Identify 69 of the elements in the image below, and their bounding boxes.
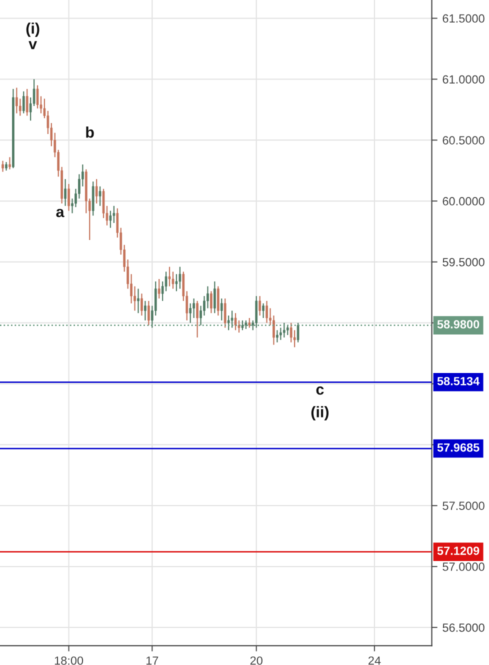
ref-line-label: 58.5134: [437, 376, 480, 386]
ref-line-label: 57.9685: [437, 443, 480, 452]
y-tick-label: 61.5000: [442, 14, 484, 23]
candlestick: [16, 87, 18, 114]
candlestick: [22, 90, 25, 114]
candlestick: [214, 280, 216, 314]
y-tick-label: 60.5000: [442, 136, 484, 144]
candlestick: [230, 310, 234, 328]
x-tick-label: 18:00: [54, 656, 84, 665]
candlestick: [280, 327, 282, 340]
candlestick: [148, 300, 150, 326]
candlestick: [258, 296, 261, 316]
candlestick: [64, 178, 66, 206]
candlestick: [144, 300, 146, 321]
candlestick: [248, 317, 251, 328]
candlestick: [158, 278, 160, 300]
x-tick-label: 20: [250, 656, 262, 665]
candlestick: [196, 300, 198, 338]
candlestick: [175, 274, 178, 292]
annotation: (i): [26, 22, 40, 37]
annotation: a: [56, 208, 64, 218]
candlestick: [140, 293, 143, 316]
candlestick: [296, 322, 300, 343]
candlestick: [216, 286, 220, 316]
candlestick: [168, 266, 171, 287]
candlestick: [192, 298, 195, 319]
candlestick: [154, 280, 157, 316]
annotation: v: [28, 41, 37, 50]
y-tick-label: 57.5000: [442, 502, 484, 510]
candlestick: [172, 271, 174, 290]
candlestick: [137, 288, 140, 314]
candlestick: [286, 324, 289, 336]
candlestick: [109, 210, 112, 228]
candlestick: [164, 271, 168, 292]
candlestick: [241, 320, 244, 331]
candlestick: [224, 298, 226, 328]
candlestick: [26, 88, 28, 116]
x-tick-label: 17: [146, 656, 158, 665]
y-tick-label: 57.0000: [442, 562, 484, 571]
candlestick: [234, 312, 237, 331]
candlestick: [2, 160, 4, 172]
candlestick: [220, 298, 223, 321]
y-tick-label: 56.5000: [442, 623, 484, 632]
candlestick: [290, 322, 292, 343]
candlestick: [282, 322, 286, 338]
candlestick: [255, 296, 258, 328]
candlestick: [227, 314, 230, 331]
candlestick: [262, 302, 264, 319]
candlestick: [18, 98, 22, 116]
x-tick-label: 24: [368, 656, 381, 665]
ref-line-label: 57.1209: [437, 546, 480, 555]
candlestick: [189, 302, 192, 324]
y-tick-label: 60.0000: [442, 197, 484, 206]
annotation: b: [86, 126, 94, 138]
y-tick-label: 61.0000: [442, 75, 484, 84]
candlestick: [98, 186, 102, 206]
candlestick: [266, 300, 268, 324]
candlestick: [210, 290, 212, 314]
ref-line-label: 58.9800: [437, 320, 480, 328]
annotation: c: [316, 386, 324, 395]
candlestick: [112, 205, 116, 224]
candlestick: [8, 156, 11, 170]
candlestick: [95, 178, 98, 204]
annotation: (ii): [311, 406, 329, 420]
y-tick-label: 59.5000: [442, 258, 484, 266]
candlestick: [293, 330, 296, 348]
candlestick: [68, 183, 70, 212]
candlestick: [276, 330, 278, 343]
candlestick: [178, 266, 182, 290]
